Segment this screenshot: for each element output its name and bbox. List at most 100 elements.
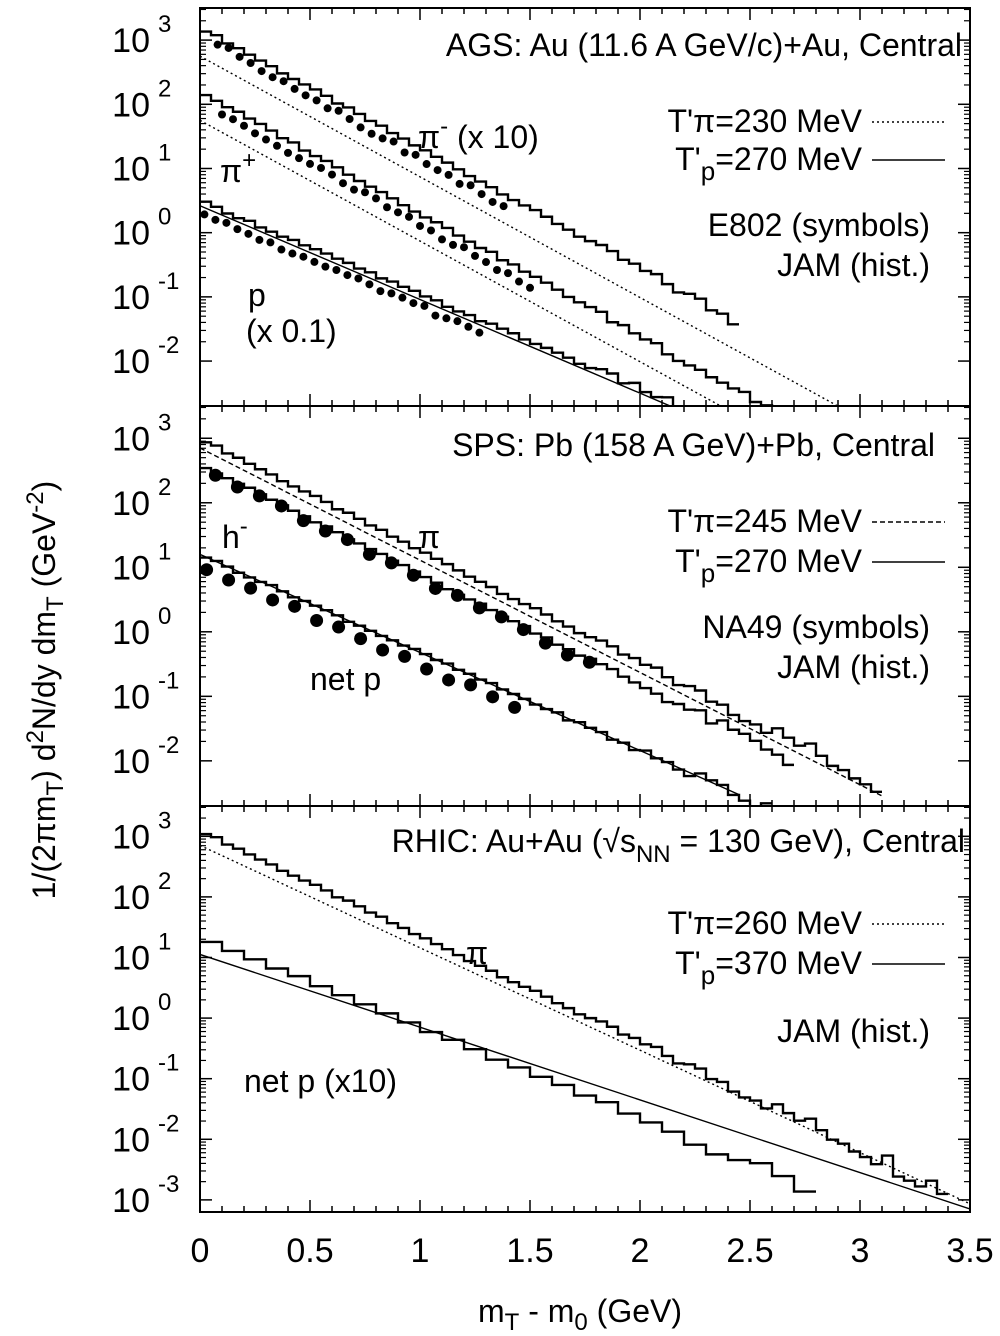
data-point xyxy=(416,221,424,230)
data-point xyxy=(310,614,324,628)
y-tick-label: 10 xyxy=(112,939,150,977)
data-point xyxy=(466,181,475,190)
data-point xyxy=(332,265,341,274)
y-tick-label-exponent: 1 xyxy=(158,538,171,565)
series-fit-line xyxy=(200,553,740,796)
data-point xyxy=(464,678,478,692)
panel-sps: 10 3 10 2 10 1 10 0 10 -1 10 -2 SPS: Pb (158 A GeV)… xyxy=(112,405,971,807)
data-point xyxy=(499,202,508,211)
data-point xyxy=(494,610,508,624)
note-data-source: E802 (symbols) xyxy=(708,207,930,243)
data-point xyxy=(323,104,332,113)
data-point xyxy=(420,662,434,676)
ylabel-sup: -2 xyxy=(22,491,49,512)
data-point xyxy=(332,620,346,634)
data-point xyxy=(296,514,310,528)
data-point xyxy=(343,271,352,280)
series-fit-line xyxy=(200,205,672,406)
y-tick-label-exponent: -2 xyxy=(158,732,179,759)
legend-entry-proton: T'p=370 MeV xyxy=(675,945,863,990)
data-point xyxy=(354,274,363,283)
data-point xyxy=(233,225,242,234)
data-point xyxy=(288,249,297,258)
data-point xyxy=(350,185,358,194)
series-label-pion: π xyxy=(418,519,440,555)
data-point xyxy=(389,137,398,146)
data-point xyxy=(398,649,412,663)
ylabel-part: ) xyxy=(26,481,62,492)
data-point xyxy=(516,623,530,637)
data-point xyxy=(328,170,336,179)
y-tick-label-exponent: 3 xyxy=(158,807,171,834)
data-point xyxy=(301,91,310,100)
y-tick-label-exponent: 2 xyxy=(158,75,171,102)
x-tick-labels: 0 0.5 1 1.5 2 2.5 3 3.5 xyxy=(191,1232,994,1270)
data-point xyxy=(449,240,457,249)
x-tick-label: 0 xyxy=(191,1232,210,1270)
y-tick-label-exponent: -2 xyxy=(158,332,179,359)
y-tick-label-exponent: 1 xyxy=(158,139,171,166)
data-point xyxy=(361,188,369,197)
y-tick-label-exponent: 1 xyxy=(158,928,171,955)
y-tick-label: 10 xyxy=(112,1061,150,1099)
data-point xyxy=(464,322,473,331)
data-point xyxy=(224,43,233,52)
data-point xyxy=(406,568,420,582)
data-point xyxy=(428,581,442,595)
data-point xyxy=(208,468,222,482)
data-point xyxy=(398,293,407,302)
panel-frame xyxy=(199,805,971,1213)
legend-entry-pion: T'π=230 MeV xyxy=(668,103,863,139)
y-tick-label: 10 xyxy=(112,279,150,317)
series-fit-line xyxy=(200,953,970,1210)
data-point xyxy=(268,73,277,82)
y-tick-label: 10 xyxy=(112,1121,150,1159)
data-point xyxy=(257,67,266,76)
series-histogram xyxy=(200,200,684,406)
data-point xyxy=(274,499,288,513)
data-point xyxy=(420,301,429,310)
data-point xyxy=(284,148,292,157)
data-point xyxy=(200,210,209,219)
data-point xyxy=(235,52,244,61)
xlabel-sub: T xyxy=(505,1309,520,1336)
data-point xyxy=(252,489,266,503)
data-point xyxy=(400,148,409,157)
y-tick-label: 10 xyxy=(112,879,150,917)
series-histogram xyxy=(200,940,816,1193)
data-point xyxy=(475,328,484,337)
data-point xyxy=(387,289,396,298)
data-point xyxy=(444,170,453,179)
data-point xyxy=(488,197,497,206)
y-tick-label-exponent: 0 xyxy=(158,989,171,1016)
data-point xyxy=(477,190,486,199)
y-tick-label: 10 xyxy=(112,614,150,652)
data-point xyxy=(295,154,303,163)
data-point xyxy=(431,311,440,320)
data-point xyxy=(450,588,464,602)
y-tick-label-exponent: -3 xyxy=(158,1171,179,1198)
data-point xyxy=(310,257,319,266)
y-tick-label: 10 xyxy=(112,420,150,458)
data-point xyxy=(460,243,468,252)
data-point xyxy=(321,262,330,271)
data-point xyxy=(356,123,365,132)
y-tick-label: 10 xyxy=(112,549,150,587)
data-point xyxy=(365,280,374,289)
data-point xyxy=(372,194,380,203)
ylabel-part: ) d xyxy=(26,743,62,780)
data-point xyxy=(262,135,270,144)
data-point xyxy=(277,245,286,254)
legend-entry-pion: T'π=245 MeV xyxy=(668,503,863,539)
ylabel-part: N/dy dm xyxy=(26,611,62,730)
y-tick-label: 10 xyxy=(112,743,150,781)
data-point xyxy=(493,266,501,275)
series-label-proton-scale: (x 0.1) xyxy=(246,313,337,349)
data-point xyxy=(354,632,368,646)
data-point xyxy=(246,59,255,68)
data-point xyxy=(279,77,288,86)
series-fit-line xyxy=(200,844,970,1205)
data-point xyxy=(411,150,420,159)
x-axis-label: mT - m0 (GeV) xyxy=(478,1293,682,1336)
